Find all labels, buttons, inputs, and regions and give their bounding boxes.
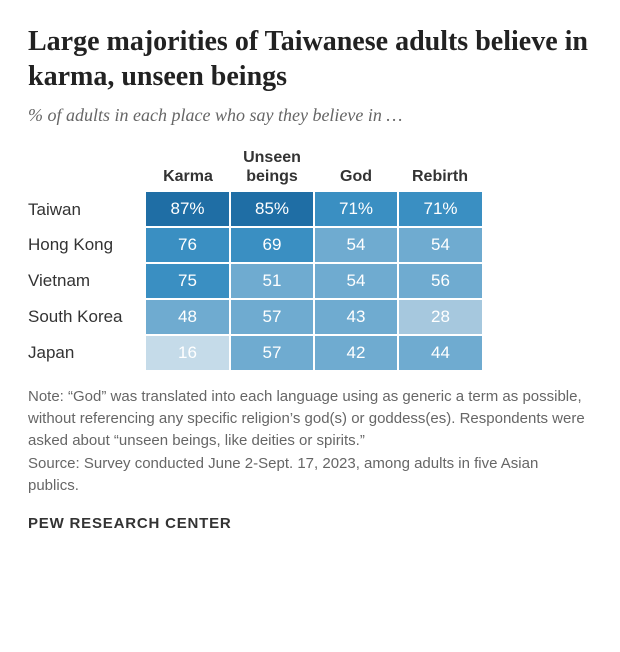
table-cell: 87%: [146, 192, 230, 227]
table-cell: 16: [146, 335, 230, 371]
col-header: God: [314, 145, 398, 192]
table-cell: 54: [398, 227, 482, 263]
table-row: South Korea48574328: [28, 299, 482, 335]
table-cell: 85%: [230, 192, 314, 227]
table-cell: 75: [146, 263, 230, 299]
table-cell: 76: [146, 227, 230, 263]
table-row: Hong Kong76695454: [28, 227, 482, 263]
table-cell: 28: [398, 299, 482, 335]
table-row: Taiwan87%85%71%71%: [28, 192, 482, 227]
row-label: Japan: [28, 335, 146, 371]
table-cell: 42: [314, 335, 398, 371]
chart-subtitle: % of adults in each place who say they b…: [28, 104, 592, 127]
col-header: Rebirth: [398, 145, 482, 192]
table-cell: 56: [398, 263, 482, 299]
table-cell: 54: [314, 227, 398, 263]
table-cell: 57: [230, 299, 314, 335]
col-header: Karma: [146, 145, 230, 192]
table-cell: 51: [230, 263, 314, 299]
heatmap-table-wrap: Karma Unseenbeings God Rebirth Taiwan87%…: [28, 145, 592, 372]
table-cell: 54: [314, 263, 398, 299]
table-cell: 69: [230, 227, 314, 263]
chart-footer: PEW RESEARCH CENTER: [28, 515, 592, 532]
table-cell: 44: [398, 335, 482, 371]
table-cell: 71%: [398, 192, 482, 227]
row-label: South Korea: [28, 299, 146, 335]
row-label: Taiwan: [28, 192, 146, 227]
table-cell: 43: [314, 299, 398, 335]
heatmap-table: Karma Unseenbeings God Rebirth Taiwan87%…: [28, 145, 482, 372]
table-cell: 71%: [314, 192, 398, 227]
row-label: Hong Kong: [28, 227, 146, 263]
chart-title: Large majorities of Taiwanese adults bel…: [28, 24, 592, 94]
row-label: Vietnam: [28, 263, 146, 299]
col-header: Unseenbeings: [230, 145, 314, 192]
table-header-row: Karma Unseenbeings God Rebirth: [28, 145, 482, 192]
table-cell: 57: [230, 335, 314, 371]
chart-note: Note: “God” was translated into each lan…: [28, 386, 592, 451]
chart-source: Source: Survey conducted June 2-Sept. 17…: [28, 453, 592, 497]
table-body: Taiwan87%85%71%71%Hong Kong76695454Vietn…: [28, 192, 482, 371]
table-row: Japan16574244: [28, 335, 482, 371]
table-row: Vietnam75515456: [28, 263, 482, 299]
table-cell: 48: [146, 299, 230, 335]
